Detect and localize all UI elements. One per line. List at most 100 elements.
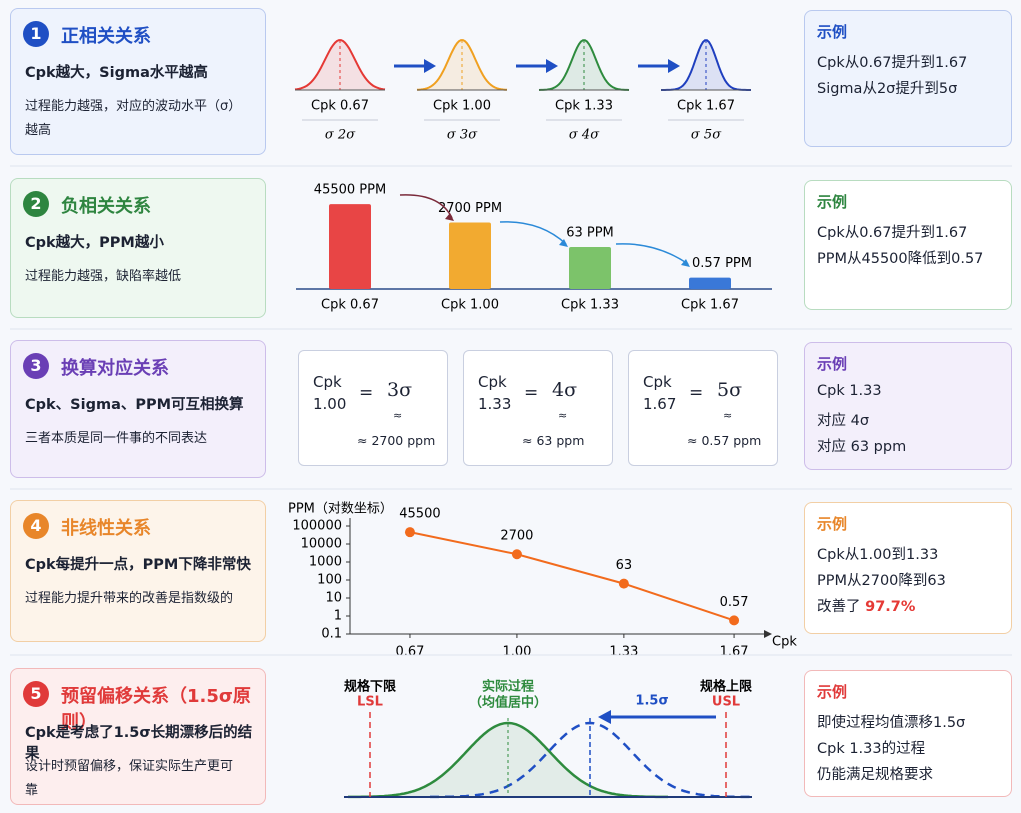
arrow-head (668, 59, 680, 73)
arrow-head (424, 59, 436, 73)
info-card: 4 非线性关系 Cpk每提升一点，PPM下降非常快 过程能力提升带来的改善是指数级的 (10, 500, 266, 642)
category-label: Cpk 1.67 (681, 298, 739, 313)
ppm-value: ≈ 63 ppm (522, 433, 585, 448)
cpk-text: Cpk (478, 373, 507, 391)
sigma-label: σ 4σ (569, 128, 600, 143)
info-card: 3 换算对应关系 Cpk、Sigma、PPM可互相换算 三者本质是同一件事的不同表达 (10, 340, 266, 478)
x-axis-label: Cpk (772, 635, 797, 650)
y-tick-label: 100 (317, 573, 342, 588)
equals: = (359, 383, 374, 403)
card-headline: Cpk、Sigma、PPM可互相换算 (25, 397, 244, 413)
card-description: 过程能力越强，对应的波动水平（σ）越高 (25, 99, 235, 138)
arrow-head (546, 59, 558, 73)
improve-value: 97.7% (865, 599, 916, 615)
x-tick-label: 1.67 (720, 645, 749, 660)
point-label: 0.57 (720, 595, 749, 610)
example-card: 示例 即使过程均值漂移1.5σ Cpk 1.33的过程 仍能满足规格要求 (804, 670, 1012, 797)
bar-value: 0.57 PPM (692, 256, 752, 271)
process-fill (348, 723, 668, 797)
card-title: 负相关关系 (61, 196, 151, 217)
x-tick-label: 1.00 (502, 645, 531, 660)
ppm-point (404, 527, 415, 538)
example-title: 示例 (817, 683, 848, 701)
example-line: 即使过程均值漂移1.5σ (817, 715, 966, 731)
cpk-label: Cpk 1.33 (555, 99, 613, 114)
bar (329, 204, 371, 289)
cpk-label: Cpk 1.67 (677, 99, 735, 114)
ppm-value: ≈ 0.57 ppm (687, 433, 762, 448)
example-line: 对应 4σ (817, 413, 870, 429)
bar-value: 2700 PPM (438, 201, 502, 216)
cpk-label: Cpk 0.67 (311, 99, 369, 114)
sigma-value: 4σ (552, 379, 578, 401)
example-card: 示例 Cpk从0.67提升到1.67 PPM从45500降低到0.57 (804, 180, 1012, 310)
info-card: 2 负相关关系 Cpk越大，PPM越小 过程能力越强，缺陷率越低 (10, 178, 266, 318)
conversion-box: Cpk 1.67 = 5σ ≈ ≈ 0.57 ppm (628, 350, 778, 466)
arrow-head (598, 710, 611, 724)
card-headline: Cpk是考虑了1.5σ长期漂移后的结果 (25, 725, 253, 762)
example-line: PPM从2700降到63 (817, 573, 946, 589)
approx: ≈ (723, 409, 733, 422)
cpk-value: 1.00 (313, 395, 347, 413)
example-title: 示例 (817, 515, 848, 533)
ppm-line (409, 531, 735, 622)
example-line: 改善了 97.7% (817, 595, 915, 616)
arrow-head (681, 259, 690, 267)
bar-value: 63 PPM (566, 226, 614, 241)
category-label: Cpk 1.33 (561, 298, 619, 313)
ppm-point (729, 615, 740, 626)
cpk-text: Cpk (643, 373, 672, 391)
example-title: 示例 (817, 193, 848, 211)
equals: = (689, 383, 704, 403)
example-line: Cpk 1.33的过程 (817, 741, 926, 757)
y-tick-label: 10 (325, 591, 342, 606)
shift-label: 1.5σ (635, 694, 668, 709)
ppm-value: ≈ 2700 ppm (357, 433, 436, 448)
x-tick-label: 0.67 (395, 645, 424, 660)
example-line: Cpk 1.33 (817, 383, 882, 399)
arrow-head (559, 239, 568, 247)
trend-arrow (615, 243, 689, 265)
center-title: 实际过程 (482, 679, 534, 695)
example-card: 示例 Cpk 1.33 对应 4σ 对应 63 ppm (804, 342, 1012, 470)
card-headline: Cpk越大，Sigma水平越高 (25, 65, 208, 81)
step-badge: 5 (23, 681, 49, 707)
cpk-value: 1.67 (643, 395, 677, 413)
sigma-label: σ 2σ (325, 128, 356, 143)
card-title: 非线性关系 (61, 518, 151, 539)
point-label: 2700 (500, 529, 533, 544)
card-title: 正相关关系 (61, 26, 151, 47)
example-line: Sigma从2σ提升到5σ (817, 81, 958, 97)
step-badge: 1 (23, 21, 49, 47)
card-headline: Cpk每提升一点，PPM下降非常快 (25, 557, 251, 573)
sigma-label: σ 3σ (447, 128, 478, 143)
card-description: 三者本质是同一件事的不同表达 (25, 431, 208, 446)
y-tick-label: 1 (334, 609, 342, 624)
approx: ≈ (558, 409, 568, 422)
card-description: 设计时预留偏移，保证实际生产更可靠 (25, 759, 234, 798)
ppm-point (618, 578, 629, 589)
usl: USL (712, 695, 740, 710)
category-label: Cpk 1.00 (441, 298, 499, 313)
example-line: 对应 63 ppm (817, 439, 907, 455)
lsl-title: 规格下限 (344, 679, 397, 695)
bar (569, 247, 611, 289)
cpk-label: Cpk 1.00 (433, 99, 491, 114)
example-line: Cpk从0.67提升到1.67 (817, 55, 968, 71)
ppm-point (511, 549, 522, 560)
sigma-value: 3σ (387, 379, 413, 401)
bar (689, 277, 731, 289)
card-title: 预留偏移关系（1.5σ原则） (61, 686, 251, 733)
example-line: Cpk从1.00到1.33 (817, 547, 939, 563)
y-tick-label: 10000 (301, 537, 342, 552)
example-line: Cpk从0.67提升到1.67 (817, 225, 968, 241)
card-headline: Cpk越大，PPM越小 (25, 235, 164, 251)
sigma-value: 5σ (717, 379, 743, 401)
x-tick-label: 1.33 (609, 645, 638, 660)
info-card: 1 正相关关系 Cpk越大，Sigma水平越高过程能力越强，对应的波动水平（σ）越高 (10, 8, 266, 155)
improve-prefix: 改善了 (817, 599, 866, 615)
approx: ≈ (393, 409, 403, 422)
example-card: 示例 Cpk从0.67提升到1.67 Sigma从2σ提升到5σ (804, 10, 1012, 147)
